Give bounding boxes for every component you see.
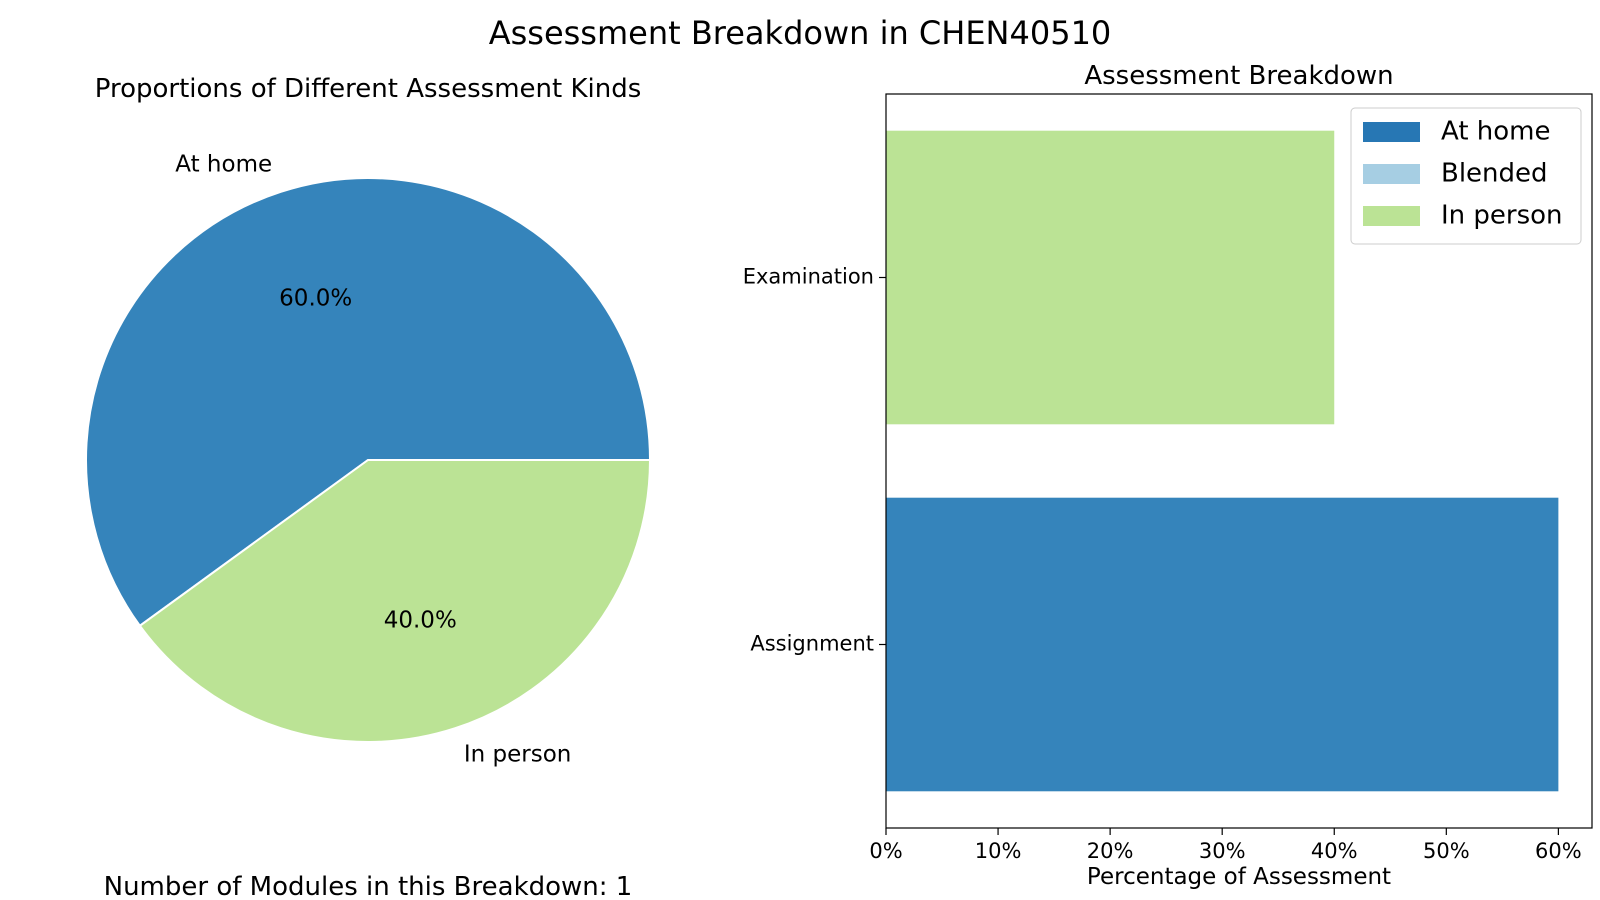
pie-chart: Proportions of Different Assessment Kind…	[85, 74, 652, 768]
bar-chart: Assessment Breakdown 0% 10% 20% 30% 40% 50% 60…	[743, 61, 1593, 890]
figure-title: Assessment Breakdown in CHEN40510	[489, 14, 1112, 52]
axes-frame	[885, 93, 1593, 829]
x-tick-label: 40%	[1311, 839, 1358, 863]
x-tick-label: 30%	[1199, 839, 1246, 863]
x-tick-label: 20%	[1087, 839, 1134, 863]
pie-pct-label: 40.0%	[384, 607, 457, 633]
pie-slice-at-home	[85, 177, 652, 628]
legend-swatch-blended	[1363, 164, 1420, 184]
x-tick-label: 10%	[975, 839, 1022, 863]
legend-swatch-at-home	[1363, 122, 1420, 142]
pie-pct-label: 60.0%	[279, 286, 352, 312]
legend-label-in-person: In person	[1441, 201, 1563, 231]
modules-count-label: Number of Modules in this Breakdown: 1	[104, 872, 633, 900]
legend-label-blended: Blended	[1441, 159, 1548, 189]
x-tick-label: 50%	[1423, 839, 1470, 863]
y-tick-label-assignment: Assignment	[750, 632, 874, 656]
legend: At home Blended In person	[1350, 107, 1582, 245]
legend-swatch-in-person	[1363, 206, 1420, 226]
y-tick-label-examination: Examination	[743, 265, 874, 289]
bar-examination-in-person	[886, 130, 1335, 425]
x-axis-label: Percentage of Assessment	[1087, 864, 1391, 890]
bar-title: Assessment Breakdown	[1084, 61, 1393, 91]
legend-label-at-home: At home	[1441, 117, 1551, 147]
pie-label-in-person: In person	[464, 742, 572, 768]
pie-title: Proportions of Different Assessment Kind…	[95, 74, 642, 104]
x-tick-label: 60%	[1535, 839, 1582, 863]
bar-assignment-at-home	[886, 497, 1559, 792]
pie-slice-in-person	[138, 459, 652, 743]
pie-label-at-home: At home	[175, 151, 272, 177]
x-tick-label: 0%	[869, 839, 902, 863]
